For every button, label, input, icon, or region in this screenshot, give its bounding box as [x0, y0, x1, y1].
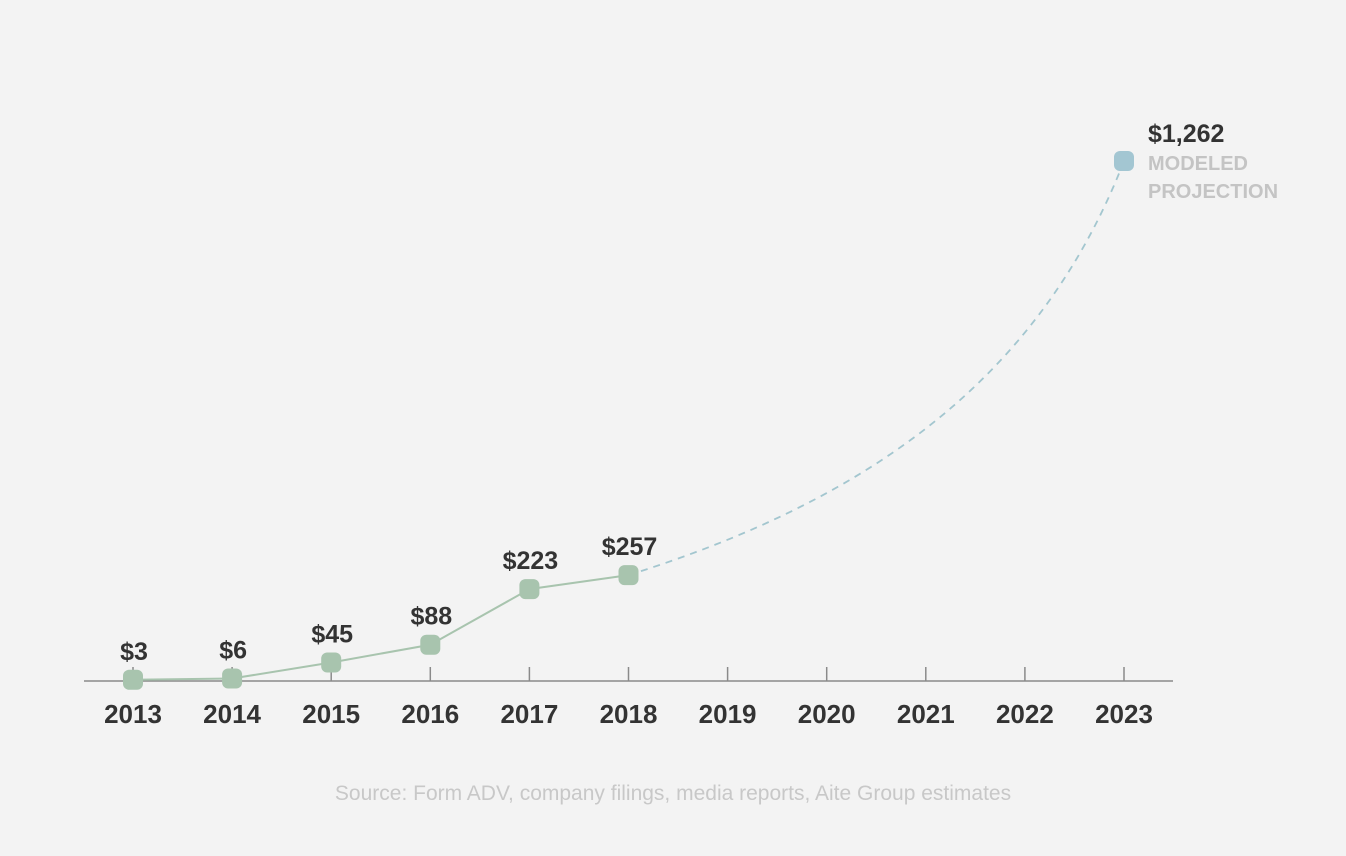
data-label-2015: $45	[311, 620, 353, 648]
x-tick-label: 2017	[500, 699, 558, 729]
series-lines	[132, 160, 1125, 681]
projection-point-2023	[1114, 151, 1134, 171]
x-tick-label: 2013	[104, 699, 162, 729]
x-tick-label: 2022	[996, 699, 1054, 729]
x-axis: 2013 2014 2015 2016 2017 2018 2019 2020 2021 2022…	[84, 667, 1173, 729]
x-tick-label: 2020	[798, 699, 856, 729]
projection-note-line: MODELED	[1148, 153, 1248, 175]
data-label-2014: $6	[219, 637, 247, 665]
data-point-2016	[420, 634, 441, 655]
x-tick-label: 2021	[897, 699, 955, 729]
x-tick-label: 2018	[600, 699, 658, 729]
data-label-2016: $88	[410, 603, 452, 631]
x-tick-label: 2023	[1095, 699, 1153, 729]
data-label-2013: $3	[120, 638, 148, 666]
data-point-2013	[123, 669, 143, 690]
projection-note-line: PROJECTION	[1148, 181, 1278, 203]
x-tick-label: 2016	[401, 699, 459, 729]
data-point-2017	[519, 579, 540, 600]
data-label-2017: $223	[503, 547, 559, 575]
x-tick-label: 2019	[699, 699, 757, 729]
data-point-2018	[618, 565, 639, 586]
x-tick-label: 2015	[302, 699, 360, 729]
data-point-2015	[321, 652, 342, 673]
data-labels: $3 $6 $45 $88 $223 $257 $1,262 MODELED PROJECTIO…	[120, 120, 1278, 666]
data-label-2018: $257	[602, 533, 658, 561]
data-point-2014	[222, 668, 243, 689]
data-points	[123, 151, 1134, 690]
projection-value-label: $1,262	[1148, 120, 1224, 148]
projection-curve	[628, 160, 1125, 576]
x-tick-label: 2014	[203, 699, 261, 729]
source-note: Source: Form ADV, company filings, media…	[334, 782, 1012, 805]
actual-series-line	[132, 574, 629, 681]
